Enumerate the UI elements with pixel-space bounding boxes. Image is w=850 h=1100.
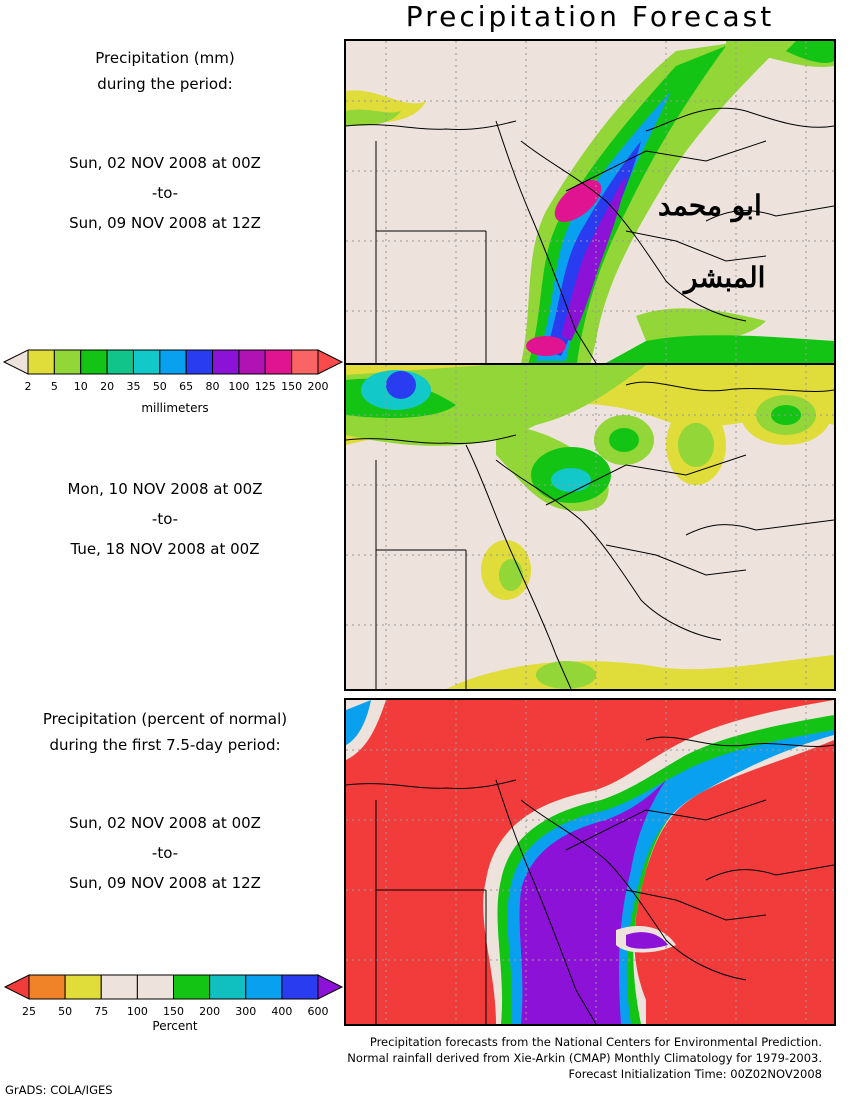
colorbar-mm-tick-label: 35 [126,380,140,393]
bottom-panel-heading: Precipitation (percent of normal) during… [5,706,325,758]
colorbar-mm-swatch [106,349,134,375]
colorbar-mm-swatch [264,349,293,375]
bottom-heading-line-2: during the first 7.5-day period: [49,736,281,754]
credits: Precipitation forecasts from the Nationa… [347,1034,822,1082]
period-1-start: Sun, 02 NOV 2008 at 00Z [69,154,261,172]
colorbar-percent-tick-label: 400 [271,1005,292,1018]
map-panel-week2 [344,363,836,691]
colorbar-percent-swatch [28,974,66,1000]
colorbar-mm-swatch [291,349,319,375]
period-3-label: Sun, 02 NOV 2008 at 00Z -to- Sun, 09 NOV… [5,810,325,896]
colorbar-percent-tick-label: 150 [163,1005,184,1018]
top-panel-heading: Precipitation (mm) during the period: [5,45,325,97]
colorbar-mm-swatch [53,349,82,375]
colorbar-percent-tick-label: 300 [235,1005,256,1018]
period-1-end: Sun, 09 NOV 2008 at 12Z [69,214,261,232]
bottom-heading-line-1: Precipitation (percent of normal) [42,710,288,728]
colorbar-percent-tick-label: 600 [308,1005,329,1018]
map-panel-week1: ابو محمد المبشر [344,39,836,365]
colorbar-mm: 2 5 10 20 35 50 65 80 100 125 150 200 millimeters [2,349,344,415]
colorbar-percent-swatch [64,974,102,1000]
credits-line-3: Forecast Initialization Time: 00Z02NOV20… [568,1067,822,1081]
map-week2-graphic [346,365,834,689]
colorbar-percent-swatch [100,974,138,1000]
colorbar-mm-swatch [185,349,214,375]
period-3-sep: -to- [151,844,179,862]
colorbar-percent-tick-label: 50 [58,1005,72,1018]
map-percent-graphic [346,700,834,1024]
colorbar-mm-tick-label: 80 [206,380,220,393]
colorbar-percent-low-arrow [3,974,30,1000]
colorbar-percent-swatch [173,974,211,1000]
heading-line-2: during the period: [97,75,233,93]
heading-line-1: Precipitation (mm) [95,49,235,67]
colorbar-percent-unit: Percent [152,1019,197,1033]
period-1-sep: -to- [151,184,179,202]
colorbar-mm-swatch [212,349,240,375]
period-2-end: Tue, 18 NOV 2008 at 00Z [70,540,260,558]
colorbar-mm-tick-label: 65 [179,380,193,393]
colorbar-percent-tick-label: 25 [22,1005,36,1018]
credits-line-1: Precipitation forecasts from the Nationa… [369,1035,822,1049]
period-3-start: Sun, 02 NOV 2008 at 00Z [69,814,261,832]
colorbar-mm-tick-label: 100 [228,380,249,393]
credits-line-2: Normal rainfall derived from Xie-Arkin (… [347,1051,822,1065]
period-2-sep: -to- [151,510,179,528]
colorbar-mm-tick-label: 2 [25,380,32,393]
colorbar-percent: 25 50 75 100 150 200 300 400 600 Percent [3,974,344,1033]
period-2-start: Mon, 10 NOV 2008 at 00Z [67,480,263,498]
colorbar-mm-swatch [159,349,187,375]
colorbar-percent-swatch [136,974,174,1000]
colorbar-percent-tick-label: 75 [94,1005,108,1018]
watermark-line-2: المبشر [684,261,766,294]
colorbar-mm-tick-label: 20 [100,380,114,393]
colorbar-percent-tick-label: 200 [199,1005,220,1018]
period-1-label: Sun, 02 NOV 2008 at 00Z -to- Sun, 09 NOV… [5,150,325,236]
colorbar-mm-swatch [238,349,266,375]
colorbar-mm-tick-label: 125 [255,380,276,393]
colorbar-mm-unit: millimeters [141,401,208,415]
colorbar-mm-swatch [132,349,161,375]
colorbar-mm-tick-label: 5 [51,380,58,393]
period-2-label: Mon, 10 NOV 2008 at 00Z -to- Tue, 18 NOV… [5,476,325,562]
watermark-line-1: ابو محمد [658,189,762,222]
map-week1-graphic [346,41,834,363]
colorbar-mm-high-arrow [317,349,344,375]
period-3-end: Sun, 09 NOV 2008 at 12Z [69,874,261,892]
page-title: Precipitation Forecast [405,0,775,33]
colorbar-percent-high-arrow [317,974,344,1000]
colorbar-mm-tick-label: 50 [153,380,167,393]
colorbar-mm-tick-label: 10 [74,380,88,393]
colorbar-mm-low-arrow [2,349,29,375]
colorbar-mm-tick-label: 200 [308,380,329,393]
colorbar-mm-swatch [80,349,108,375]
colorbar-percent-swatch [281,974,319,1000]
map-panel-percent-normal [344,698,836,1026]
colorbar-mm-tick-label: 150 [281,380,302,393]
software-credit: GrADS: COLA/IGES [5,1083,113,1097]
colorbar-percent-tick-label: 100 [127,1005,148,1018]
colorbar-percent-swatch [209,974,247,1000]
colorbar-percent-swatch [245,974,283,1000]
colorbar-mm-swatch [27,349,55,375]
